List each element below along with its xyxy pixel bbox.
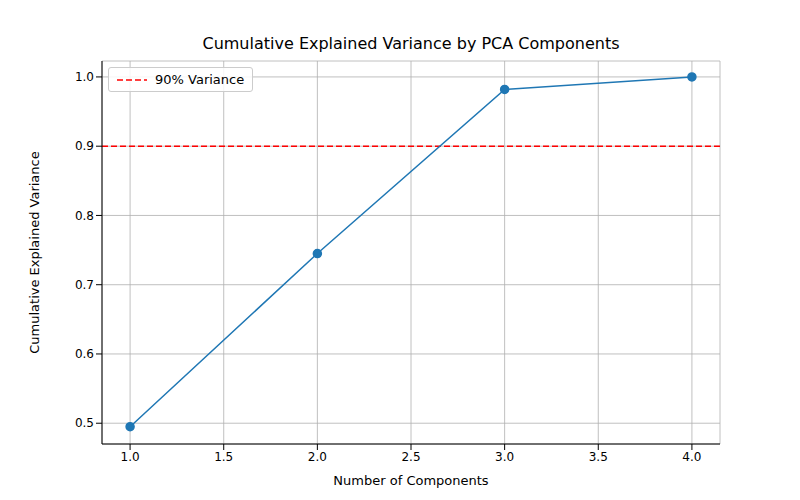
svg-text:0.5: 0.5 xyxy=(75,416,94,430)
svg-text:1.5: 1.5 xyxy=(214,450,233,464)
svg-text:4.0: 4.0 xyxy=(682,450,701,464)
svg-text:2.5: 2.5 xyxy=(401,450,420,464)
svg-text:0.7: 0.7 xyxy=(75,278,94,292)
svg-text:0.6: 0.6 xyxy=(75,347,94,361)
svg-text:0.9: 0.9 xyxy=(75,139,94,153)
svg-text:Cumulative Explained Variance: Cumulative Explained Variance xyxy=(27,151,42,353)
svg-text:1.0: 1.0 xyxy=(75,70,94,84)
html-text:90% Variance: 90% Variance xyxy=(155,72,245,87)
html-text:Cumulative Explained Variance: Cumulative Explained Variance by PCA Com… xyxy=(202,34,620,53)
svg-text:1.0: 1.0 xyxy=(121,450,140,464)
svg-text:Number of Components: Number of Components xyxy=(333,473,488,488)
svg-text:2.0: 2.0 xyxy=(308,450,327,464)
svg-text:3.0: 3.0 xyxy=(495,450,514,464)
svg-text:3.5: 3.5 xyxy=(589,450,608,464)
svg-text:0.8: 0.8 xyxy=(75,209,94,223)
